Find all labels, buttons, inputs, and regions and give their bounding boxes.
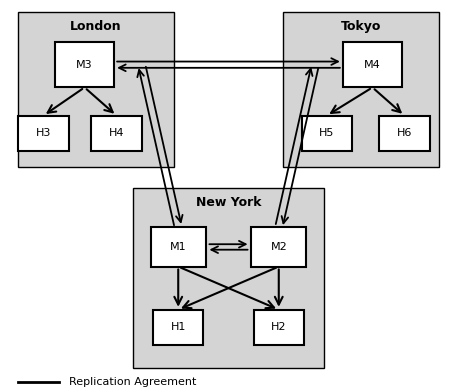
Bar xyxy=(283,12,439,167)
Text: H4: H4 xyxy=(109,128,124,138)
Text: M3: M3 xyxy=(76,60,93,70)
Text: M2: M2 xyxy=(271,242,287,252)
Bar xyxy=(91,116,142,151)
Bar xyxy=(18,116,69,151)
Bar xyxy=(133,188,324,368)
Text: London: London xyxy=(70,20,122,33)
Bar xyxy=(153,310,203,345)
Text: H2: H2 xyxy=(271,322,287,332)
Bar xyxy=(251,227,306,267)
Bar xyxy=(302,116,352,151)
Text: H1: H1 xyxy=(170,322,186,332)
Bar xyxy=(55,42,114,87)
Text: Replication Agreement: Replication Agreement xyxy=(69,377,196,387)
Text: H5: H5 xyxy=(319,128,335,138)
Bar xyxy=(343,42,402,87)
Bar xyxy=(18,12,174,167)
Text: H3: H3 xyxy=(36,128,51,138)
Bar xyxy=(151,227,206,267)
Text: M1: M1 xyxy=(170,242,186,252)
Text: H6: H6 xyxy=(397,128,412,138)
Text: M4: M4 xyxy=(364,60,381,70)
Bar xyxy=(254,310,304,345)
Text: New York: New York xyxy=(196,196,261,209)
Bar xyxy=(379,116,430,151)
Text: Tokyo: Tokyo xyxy=(341,20,381,33)
